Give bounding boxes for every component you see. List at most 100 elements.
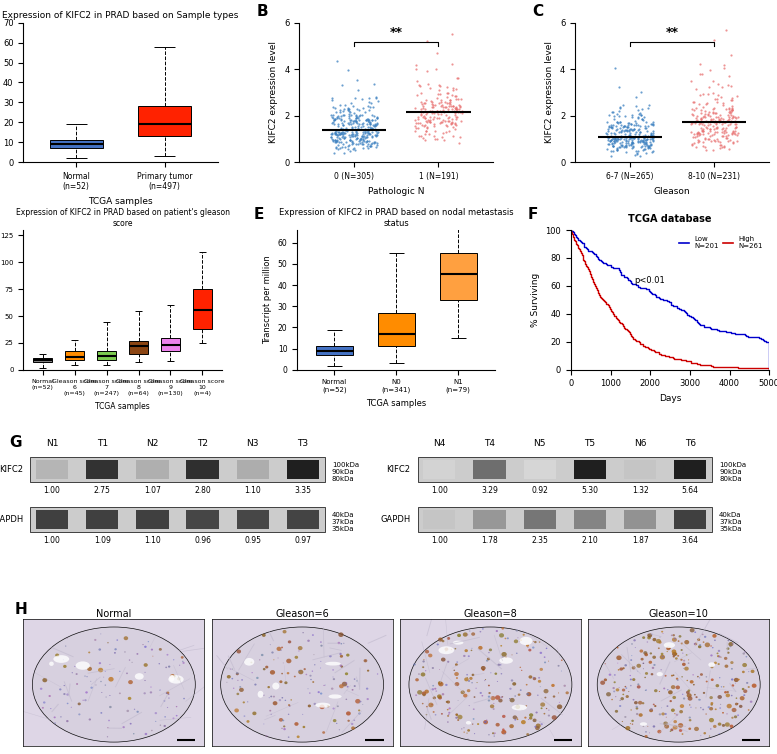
Point — [346, 135, 358, 147]
Point — [337, 103, 350, 115]
Circle shape — [724, 657, 727, 660]
Point — [623, 133, 636, 146]
Circle shape — [509, 724, 514, 728]
Circle shape — [653, 725, 655, 728]
Circle shape — [354, 679, 355, 680]
Circle shape — [326, 705, 329, 707]
Point — [448, 105, 461, 117]
Point — [326, 133, 338, 146]
Point — [416, 106, 429, 118]
Circle shape — [445, 684, 448, 686]
Point — [357, 117, 369, 129]
Point — [455, 93, 468, 106]
Bar — [418, 457, 712, 482]
Circle shape — [170, 674, 175, 678]
Point — [688, 97, 700, 109]
Point — [449, 102, 462, 114]
Circle shape — [483, 669, 485, 671]
Point — [609, 133, 622, 146]
Circle shape — [90, 681, 91, 682]
Point — [646, 133, 659, 146]
Point — [420, 109, 432, 121]
Circle shape — [511, 654, 513, 655]
Circle shape — [544, 657, 545, 658]
Circle shape — [339, 729, 340, 731]
Circle shape — [637, 685, 640, 688]
Point — [330, 106, 343, 118]
Point — [626, 137, 639, 149]
Circle shape — [247, 701, 249, 703]
Circle shape — [709, 696, 713, 699]
Point — [716, 130, 729, 142]
Bar — [36, 510, 68, 529]
Ellipse shape — [329, 694, 342, 699]
Point — [647, 130, 660, 142]
Circle shape — [448, 714, 450, 716]
Circle shape — [743, 652, 745, 654]
Circle shape — [600, 681, 605, 685]
Point — [727, 110, 740, 122]
Point — [618, 120, 631, 132]
Text: 80kDa: 80kDa — [719, 476, 742, 482]
Circle shape — [727, 651, 730, 654]
Point — [645, 128, 657, 140]
Circle shape — [239, 686, 241, 688]
Point — [449, 118, 462, 130]
Point — [364, 140, 377, 152]
Point — [720, 122, 732, 134]
Point — [350, 109, 362, 121]
Text: T2: T2 — [197, 439, 208, 448]
Circle shape — [654, 705, 657, 707]
Point — [625, 139, 638, 151]
Circle shape — [291, 699, 292, 700]
Point — [423, 116, 436, 128]
Circle shape — [617, 663, 618, 664]
Text: **: ** — [666, 26, 678, 38]
Point — [334, 110, 347, 122]
Circle shape — [516, 652, 517, 654]
Point — [617, 100, 629, 112]
Circle shape — [714, 639, 716, 641]
Circle shape — [678, 723, 683, 728]
Point — [728, 118, 740, 130]
Point — [434, 94, 447, 106]
Point — [726, 103, 738, 115]
Point — [695, 107, 707, 119]
Point — [447, 121, 459, 133]
Circle shape — [471, 633, 476, 636]
Point — [608, 127, 620, 139]
Circle shape — [551, 684, 555, 687]
Circle shape — [466, 733, 468, 734]
Point — [687, 96, 699, 108]
Point — [711, 93, 723, 105]
Point — [333, 133, 346, 145]
Point — [692, 98, 705, 110]
Point — [443, 115, 455, 127]
Circle shape — [686, 691, 690, 694]
Point — [371, 95, 384, 107]
Circle shape — [683, 668, 684, 669]
Circle shape — [64, 685, 65, 686]
Point — [357, 133, 369, 146]
Point — [451, 72, 463, 84]
Point — [350, 115, 362, 127]
Circle shape — [681, 642, 683, 645]
Circle shape — [632, 678, 636, 681]
Circle shape — [336, 705, 339, 707]
Point — [692, 133, 704, 146]
Circle shape — [699, 677, 700, 679]
Text: G: G — [9, 435, 22, 450]
Text: GAPDH: GAPDH — [0, 515, 23, 524]
Point — [347, 136, 359, 149]
Point — [703, 123, 716, 135]
Circle shape — [498, 699, 503, 703]
Point — [611, 144, 623, 156]
Point — [693, 129, 706, 141]
Circle shape — [159, 648, 162, 651]
Circle shape — [525, 705, 527, 706]
Point — [343, 103, 355, 115]
Circle shape — [270, 696, 272, 697]
Circle shape — [114, 652, 116, 654]
Point — [605, 150, 618, 162]
Point — [329, 126, 341, 138]
